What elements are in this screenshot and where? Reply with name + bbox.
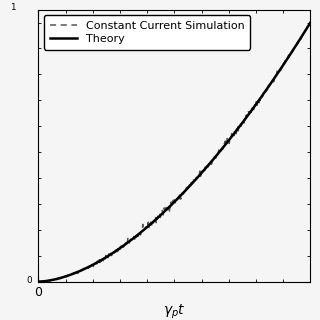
Theory (172, 201, 176, 204)
Constant Current Simulation (89, 262, 93, 266)
Theory (89, 264, 93, 268)
Constant Current Simulation (213, 156, 217, 160)
Theory (113, 249, 117, 253)
Constant Current Simulation (172, 203, 176, 207)
Theory (36, 280, 40, 284)
Line: Constant Current Simulation: Constant Current Simulation (38, 0, 320, 282)
Constant Current Simulation (236, 129, 240, 133)
Theory (262, 92, 266, 95)
Theory (213, 156, 217, 160)
Theory (236, 126, 240, 130)
Text: $^1$: $^1$ (10, 3, 17, 16)
Constant Current Simulation (113, 249, 117, 253)
Legend: Constant Current Simulation, Theory: Constant Current Simulation, Theory (44, 15, 251, 50)
Constant Current Simulation (36, 280, 40, 284)
Line: Theory: Theory (38, 0, 320, 282)
X-axis label: $\gamma_p t$: $\gamma_p t$ (163, 302, 186, 320)
Constant Current Simulation (262, 91, 266, 94)
